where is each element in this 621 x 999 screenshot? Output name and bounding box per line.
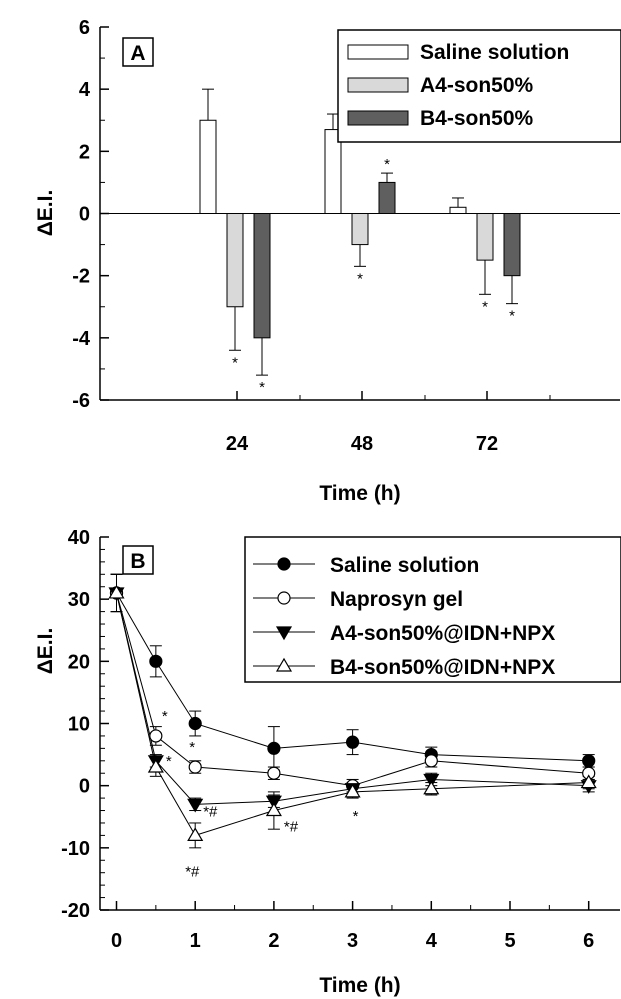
data-point — [344, 783, 361, 798]
significance-mark: * — [357, 270, 363, 287]
panel-a-x-tick-label: 72 — [476, 433, 498, 455]
significance-mark: * — [353, 808, 359, 825]
panel-b-x-tick-label: 3 — [347, 930, 358, 952]
panel-b-y-tick-label: -10 — [61, 838, 90, 860]
significance-mark: * — [384, 156, 390, 173]
panel-a-y-tick-label: 6 — [79, 17, 90, 39]
significance-mark: * — [189, 739, 195, 756]
significance-mark: *# — [284, 819, 299, 836]
panel-a-y-axis-title: ΔE.I. — [34, 190, 57, 237]
panel-a-x-axis-title: Time (h) — [319, 482, 400, 505]
panel-b-x-tick-label: 5 — [504, 930, 515, 952]
panel-a-letter: A — [130, 42, 145, 65]
data-point — [277, 591, 291, 605]
data-point — [265, 795, 282, 810]
legend-swatch — [347, 44, 409, 60]
legend-label: A4-son50% — [420, 74, 534, 97]
data-point — [187, 798, 204, 813]
panel-b-x-tick-label: 6 — [583, 930, 594, 952]
significance-mark: *# — [185, 863, 200, 880]
panel-b-legend — [244, 536, 621, 683]
bar — [449, 206, 467, 215]
data-point — [187, 827, 204, 842]
legend-label: Saline solution — [420, 41, 569, 64]
significance-mark: * — [232, 354, 238, 371]
legend-swatch — [347, 77, 409, 93]
significance-mark: * — [162, 708, 168, 725]
legend-label: B4-son50% — [420, 107, 534, 130]
data-point — [275, 657, 293, 672]
data-point — [188, 760, 202, 774]
legend-label: A4-son50%@IDN+NPX — [330, 622, 555, 645]
significance-mark: * — [482, 298, 488, 315]
panel-a-y-tick-label: 2 — [79, 141, 90, 163]
panel-a-x-tick-label: 48 — [351, 433, 373, 455]
data-point — [424, 754, 438, 768]
panel-b-y-tick-label: -20 — [61, 900, 90, 922]
data-point — [265, 802, 282, 817]
panel-a-y-tick-label: -4 — [72, 328, 91, 350]
panel-b-x-tick-label: 1 — [190, 930, 201, 952]
panel-b-x-axis-title: Time (h) — [319, 974, 400, 997]
panel-b-y-tick-label: 20 — [68, 651, 90, 673]
data-point — [149, 654, 163, 668]
significance-mark: * — [509, 308, 515, 325]
panel-b-letter: B — [130, 550, 145, 573]
panel-b: -20 -10 0 10 20 30 40 0 1 2 3 4 5 6 * * * *# *# *# * B Saline … — [34, 527, 621, 997]
panel-b-y-tick-label: 10 — [68, 714, 90, 736]
significance-mark: * — [259, 379, 265, 396]
data-point — [346, 735, 360, 749]
panel-b-y-tick-label: 30 — [68, 589, 90, 611]
data-point — [149, 729, 163, 743]
legend-label: Naprosyn gel — [330, 588, 463, 611]
legend-swatch — [347, 110, 409, 126]
panel-a-y-tick-label: 0 — [79, 204, 90, 226]
panel-b-x-tick-label: 2 — [268, 930, 279, 952]
bar — [351, 213, 369, 246]
bar — [253, 213, 271, 339]
bar — [199, 119, 217, 214]
data-point — [423, 773, 440, 788]
panel-a-y-tick-label: 4 — [79, 79, 91, 101]
panel-a-y-tick-label: -6 — [72, 390, 90, 412]
significance-mark: * — [166, 753, 172, 770]
bar — [378, 181, 396, 215]
significance-mark: *# — [203, 803, 218, 820]
bar — [476, 213, 494, 261]
panel-a-x-tick-label: 24 — [226, 433, 249, 455]
legend-label: Saline solution — [330, 554, 479, 577]
bar — [503, 213, 521, 277]
panel-a-letter-box — [122, 37, 154, 67]
panel-b-x-tick-label: 4 — [426, 930, 438, 952]
panel-b-x-tick-label: 0 — [111, 930, 122, 952]
data-point — [580, 774, 597, 789]
panel-b-y-tick-label: 40 — [68, 527, 90, 549]
data-point — [147, 758, 164, 773]
data-point — [423, 780, 440, 795]
data-point — [277, 557, 291, 571]
panel-b-y-axis-title: ΔE.I. — [34, 628, 57, 675]
legend-label: B4-son50%@IDN+NPX — [330, 656, 555, 679]
data-point — [267, 766, 281, 780]
data-point — [267, 741, 281, 755]
panel-b-letter-box — [122, 545, 154, 575]
panel-b-y-tick-label: 0 — [79, 776, 90, 798]
data-point — [275, 626, 293, 641]
data-point — [108, 584, 125, 599]
bar — [226, 213, 244, 308]
data-point — [188, 716, 202, 731]
panel-a-y-tick-label: -2 — [72, 266, 90, 288]
data-point — [582, 754, 596, 768]
